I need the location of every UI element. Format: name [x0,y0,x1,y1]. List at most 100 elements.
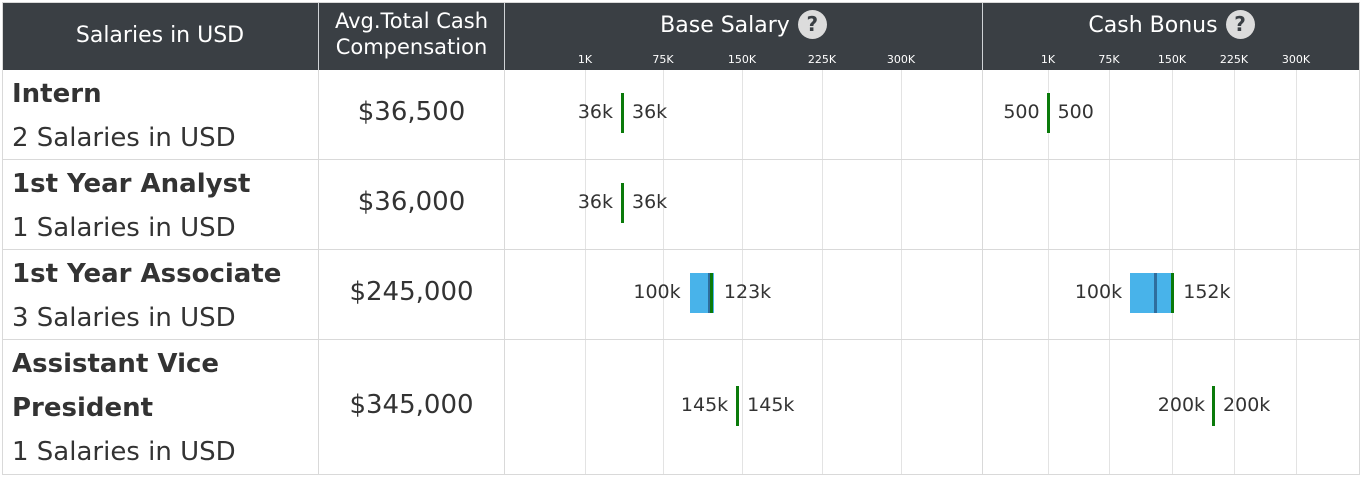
salary-count: 2 Salaries in USD [12,123,236,153]
avg-compensation-value: $36,500 [357,97,466,127]
grid-line [1172,160,1173,249]
median-marker[interactable] [620,183,624,223]
role-cell: Intern 2 Salaries in USD [2,70,319,159]
max-value-label: 36k [631,101,668,123]
table-row: 1st Year Associate 3 Salaries in USD $245,… [2,250,1360,340]
header-avg-cell: Avg.Total Cash Compensation [319,2,505,70]
median-marker[interactable] [620,93,624,133]
role-title: 1st Year Analyst [12,169,251,199]
grid-line [1172,340,1173,474]
grid-line [742,340,743,474]
table-row: 1st Year Analyst 1 Salaries in USD $36,000… [2,160,1360,250]
grid-line [663,70,664,159]
role-title: Intern [12,79,102,109]
role-title: President [12,393,154,423]
table-row: Assistant Vice President 1 Salaries in USD… [2,340,1360,475]
median-marker[interactable] [709,273,713,313]
axis-tick-label: 75K [652,53,674,66]
grid-line [663,340,664,474]
grid-line [585,340,586,474]
avg-compensation-value: $345,000 [349,389,474,420]
grid-line [1234,160,1235,249]
grid-line [1296,250,1297,339]
header-base-salary-label: Base Salary [660,13,790,38]
max-value-label: 145k [747,394,795,416]
min-value-label: 36k [577,191,613,213]
grid-line [1109,250,1110,339]
cash-bonus-cell: 200k 200k [983,340,1360,474]
grid-line [742,160,743,249]
header-role-label: Salaries in USD [75,23,245,48]
salary-count: 3 Salaries in USD [12,303,236,333]
max-value-label: 123k [723,281,772,303]
avg-compensation-cell: $245,000 [319,250,505,339]
median-marker[interactable] [1170,273,1174,313]
help-icon[interactable]: ? [1225,9,1255,39]
grid-line [742,70,743,159]
axis-tick-label: 1K [577,53,593,66]
grid-line [822,160,823,249]
quartile-marker [707,273,711,313]
min-value-label: 100k [1074,281,1123,303]
min-value-label: 36k [577,101,613,123]
min-value-label: 100k [633,281,681,303]
axis-tick-label: 300K [886,53,916,66]
table-row: Intern 2 Salaries in USD $36,500 36k 36k 500 5… [2,70,1360,160]
grid-line [1234,340,1235,474]
cash-bonus-cell [983,160,1360,249]
axis-tick-label: 225K [1219,53,1249,66]
salary-table: Salaries in USD Avg.Total Cash Compensat… [2,2,1360,475]
role-cell: 1st Year Analyst 1 Salaries in USD [2,160,319,249]
header-avg-label-line1: Avg.Total Cash [334,9,489,33]
grid-line [822,250,823,339]
grid-line [1296,70,1297,159]
grid-line [822,70,823,159]
role-cell: Assistant Vice President 1 Salaries in USD [2,340,319,474]
grid-line [822,340,823,474]
grid-line [1296,340,1297,474]
role-cell: 1st Year Associate 3 Salaries in USD [2,250,319,339]
avg-compensation-value: $36,000 [357,187,466,217]
role-title: Assistant Vice [12,349,220,379]
axis-tick-label: 1K [1040,53,1056,66]
quartile-marker [1153,273,1157,313]
grid-line [1048,250,1049,339]
min-value-label: 500 [1003,101,1040,123]
base-salary-cell: 100k 123k [505,250,983,339]
max-value-label: 500 [1057,101,1094,123]
header-cash-bonus-cell: Cash Bonus? 1K 75K 150K 225K 300K [983,2,1360,70]
base-salary-cell: 36k 36k [505,70,983,159]
salary-range-bar[interactable] [1130,273,1174,313]
cash-bonus-cell: 500 500 [983,70,1360,159]
median-marker[interactable] [1212,386,1216,426]
median-marker[interactable] [736,386,740,426]
header-cash-bonus-label: Cash Bonus [1088,13,1218,38]
axis-tick-label: 75K [1098,53,1120,66]
axis-tick-label: 225K [807,53,837,66]
grid-line [663,250,664,339]
axis-tick-label: 150K [727,53,757,66]
median-marker[interactable] [1046,93,1050,133]
grid-line [1234,70,1235,159]
grid-line [1172,70,1173,159]
grid-line [1234,250,1235,339]
help-icon[interactable]: ? [797,9,827,39]
table-header: Salaries in USD Avg.Total Cash Compensat… [2,2,1360,70]
grid-line [663,160,664,249]
grid-line [1296,160,1297,249]
cash-bonus-cell: 100k 152k [983,250,1360,339]
min-value-label: 145k [680,394,729,416]
avg-compensation-value: $245,000 [349,277,474,307]
grid-line [1109,340,1110,474]
base-salary-cell: 36k 36k [505,160,983,249]
header-avg-label-line2: Compensation [335,35,488,59]
grid-line [585,160,586,249]
grid-line [901,70,902,159]
grid-line [901,160,902,249]
grid-line [1048,340,1049,474]
grid-line [1048,160,1049,249]
max-value-label: 152k [1183,281,1231,303]
grid-line [585,250,586,339]
grid-line [585,70,586,159]
axis-tick-label: 150K [1157,53,1187,66]
